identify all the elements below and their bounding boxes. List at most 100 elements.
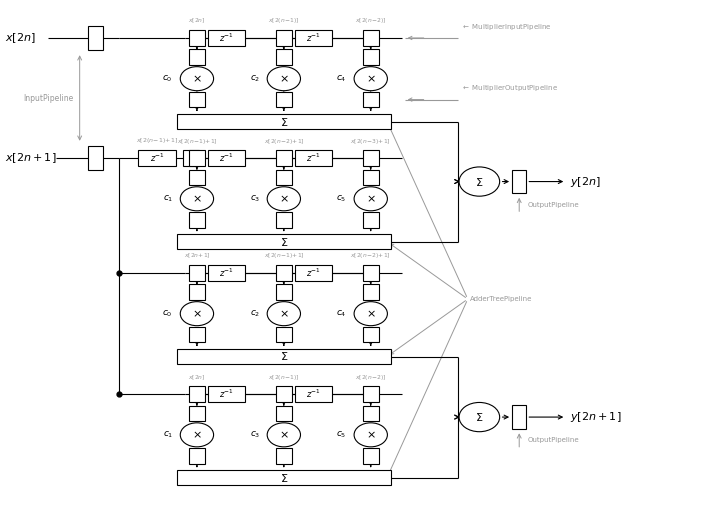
Bar bbox=[276, 92, 292, 108]
Text: $c_0$: $c_0$ bbox=[162, 74, 173, 84]
Text: $c_1$: $c_1$ bbox=[163, 429, 173, 440]
Text: $x[2n]$: $x[2n]$ bbox=[188, 17, 206, 25]
Bar bbox=[294, 265, 332, 281]
Text: $\leftarrow$ MultiplierOutputPipeline: $\leftarrow$ MultiplierOutputPipeline bbox=[461, 83, 558, 93]
Bar bbox=[189, 212, 205, 227]
Text: $\times$: $\times$ bbox=[366, 309, 376, 319]
Text: $z^{-1}$: $z^{-1}$ bbox=[150, 152, 164, 164]
Bar bbox=[276, 30, 292, 46]
Bar bbox=[189, 30, 205, 46]
Text: $\times$: $\times$ bbox=[192, 429, 202, 440]
Text: $z^{-1}$: $z^{-1}$ bbox=[306, 388, 321, 400]
Bar bbox=[363, 386, 379, 402]
Text: $z^{-1}$: $z^{-1}$ bbox=[219, 267, 234, 279]
Text: $\times$: $\times$ bbox=[192, 74, 202, 84]
Circle shape bbox=[268, 423, 300, 447]
Text: $\times$: $\times$ bbox=[192, 194, 202, 204]
Bar bbox=[177, 114, 390, 129]
Text: $x[2(n\!-\!2)]$: $x[2(n\!-\!2)]$ bbox=[355, 373, 387, 382]
Bar bbox=[189, 448, 205, 464]
Text: $c_3$: $c_3$ bbox=[249, 194, 260, 204]
Text: $\times$: $\times$ bbox=[366, 429, 376, 440]
Text: $x[2n+1]$: $x[2n+1]$ bbox=[5, 151, 57, 165]
Bar bbox=[276, 150, 292, 166]
Bar bbox=[363, 406, 379, 421]
Text: $x[2(n\!-\!1)]$: $x[2(n\!-\!1)]$ bbox=[268, 373, 300, 382]
Text: $x[2(n\!-\!2)\!+\!1]$: $x[2(n\!-\!2)\!+\!1]$ bbox=[263, 136, 304, 145]
Text: $x[2(n\!-\!1)\!+\!1]$: $x[2(n\!-\!1)\!+\!1]$ bbox=[177, 136, 217, 145]
Bar bbox=[363, 448, 379, 464]
Text: $c_2$: $c_2$ bbox=[249, 74, 260, 84]
Bar bbox=[363, 92, 379, 108]
Bar bbox=[138, 150, 176, 166]
Bar bbox=[189, 49, 205, 65]
Text: $y[2n]$: $y[2n]$ bbox=[570, 174, 601, 188]
Bar bbox=[363, 49, 379, 65]
Text: $z^{-1}$: $z^{-1}$ bbox=[306, 152, 321, 164]
Text: $\times$: $\times$ bbox=[279, 194, 289, 204]
Bar bbox=[183, 150, 199, 166]
Text: $x[2n\!+\!1]$: $x[2n\!+\!1]$ bbox=[184, 252, 210, 260]
Text: $\Sigma$: $\Sigma$ bbox=[280, 471, 288, 484]
Bar bbox=[276, 386, 292, 402]
Text: $c_4$: $c_4$ bbox=[337, 74, 347, 84]
Bar bbox=[189, 265, 205, 281]
Bar bbox=[276, 49, 292, 65]
Bar bbox=[189, 285, 205, 300]
Text: $z^{-1}$: $z^{-1}$ bbox=[306, 32, 321, 44]
Text: $\leftarrow$ MultiplierInputPipeline: $\leftarrow$ MultiplierInputPipeline bbox=[461, 22, 552, 32]
Text: $c_0$: $c_0$ bbox=[162, 308, 173, 319]
Text: $x[2(n\!-\!2)\!+\!1]$: $x[2(n\!-\!2)\!+\!1]$ bbox=[350, 251, 391, 260]
Text: OutputPipeline: OutputPipeline bbox=[528, 202, 579, 208]
Text: $x[2(n\!-\!2)]$: $x[2(n\!-\!2)]$ bbox=[355, 16, 387, 25]
Bar bbox=[189, 150, 205, 166]
Circle shape bbox=[180, 67, 214, 91]
Text: $c_4$: $c_4$ bbox=[337, 308, 347, 319]
Bar bbox=[177, 470, 390, 486]
Text: $z^{-1}$: $z^{-1}$ bbox=[306, 267, 321, 279]
Bar bbox=[208, 150, 246, 166]
Bar bbox=[208, 265, 246, 281]
Text: $\times$: $\times$ bbox=[366, 74, 376, 84]
Bar bbox=[189, 386, 205, 402]
Bar bbox=[363, 30, 379, 46]
Text: $x[2(n\!-\!1)\!+\!1]$: $x[2(n\!-\!1)\!+\!1]$ bbox=[263, 251, 304, 260]
Circle shape bbox=[268, 67, 300, 91]
Bar bbox=[276, 265, 292, 281]
Circle shape bbox=[354, 302, 387, 326]
Bar bbox=[208, 386, 246, 402]
Bar bbox=[276, 170, 292, 185]
Bar bbox=[189, 170, 205, 185]
Circle shape bbox=[459, 167, 499, 196]
Circle shape bbox=[354, 67, 387, 91]
Circle shape bbox=[180, 423, 214, 447]
Bar bbox=[189, 327, 205, 342]
Text: $\Sigma$: $\Sigma$ bbox=[475, 411, 483, 423]
Bar bbox=[363, 265, 379, 281]
Bar bbox=[177, 349, 390, 364]
Bar bbox=[363, 212, 379, 227]
Text: $\Sigma$: $\Sigma$ bbox=[280, 116, 288, 128]
Bar bbox=[363, 327, 379, 342]
Circle shape bbox=[354, 187, 387, 211]
Bar bbox=[189, 406, 205, 421]
Text: $z^{-1}$: $z^{-1}$ bbox=[219, 32, 234, 44]
Text: $\times$: $\times$ bbox=[279, 429, 289, 440]
Bar bbox=[363, 170, 379, 185]
Text: $\Sigma$: $\Sigma$ bbox=[475, 175, 483, 187]
Text: $x[2n]$: $x[2n]$ bbox=[5, 31, 36, 45]
Bar bbox=[294, 30, 332, 46]
Text: $y[2n+1]$: $y[2n+1]$ bbox=[570, 410, 622, 424]
Bar bbox=[276, 285, 292, 300]
Text: $x[2(n\!-\!1)]$: $x[2(n\!-\!1)]$ bbox=[268, 16, 300, 25]
Circle shape bbox=[459, 403, 499, 432]
Bar bbox=[294, 150, 332, 166]
Bar bbox=[177, 234, 390, 249]
Text: $c_1$: $c_1$ bbox=[163, 194, 173, 204]
Bar bbox=[276, 212, 292, 227]
Circle shape bbox=[354, 423, 387, 447]
Bar bbox=[189, 92, 205, 108]
Text: $c_3$: $c_3$ bbox=[249, 429, 260, 440]
Text: $\Sigma$: $\Sigma$ bbox=[280, 351, 288, 362]
Bar bbox=[208, 30, 246, 46]
